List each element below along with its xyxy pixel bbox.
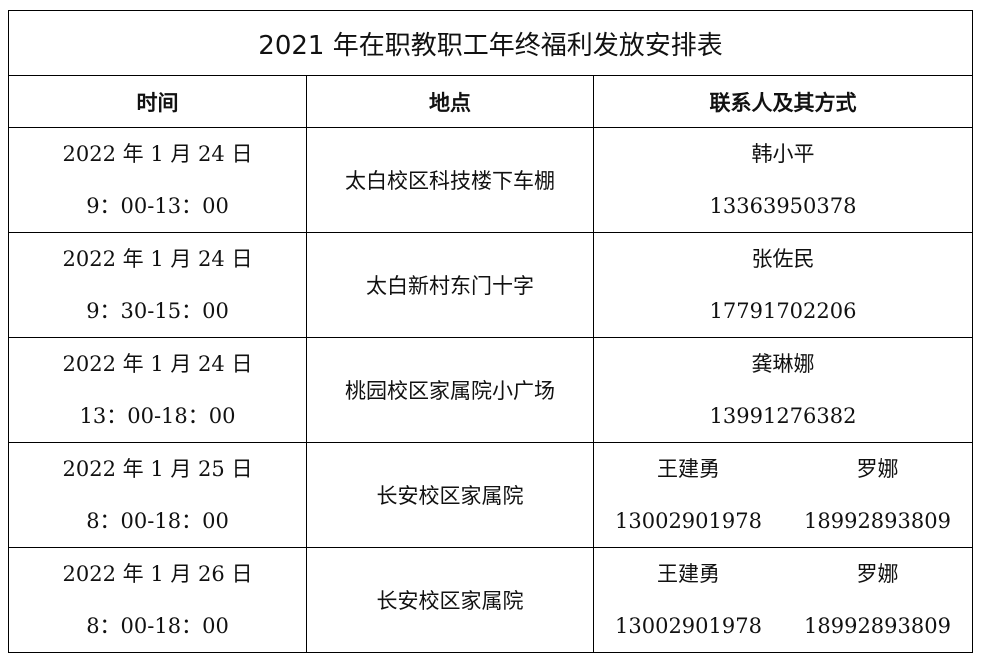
place-cell: 太白校区科技楼下车棚 [306,127,594,233]
date-text: 2022 年 1 月 26 日 [62,562,253,586]
welfare-schedule-table: 2021 年在职教职工年终福利发放安排表 时间 地点 联系人及其方式 2022 … [7,10,974,653]
contact-name: 王建勇 [657,562,720,586]
table-row: 2022 年 1 月 26 日 8：00-18：00 长安校区家属院 王建勇 1… [8,547,974,653]
time-cell: 2022 年 1 月 26 日 8：00-18：00 [8,547,307,653]
contact-phone: 13002901978 [615,509,762,533]
table-row: 2022 年 1 月 24 日 9：30-15：00 太白新村东门十字 张佐民 … [8,232,974,338]
contact-cell: 韩小平 13363950378 [592,127,974,233]
time-range-text: 8：00-18：00 [86,614,229,638]
contact-name: 龚琳娜 [751,352,815,376]
table-title: 2021 年在职教职工年终福利发放安排表 [7,10,974,76]
time-cell: 2022 年 1 月 24 日 13：00-18：00 [8,337,307,443]
place-cell: 桃园校区家属院小广场 [306,337,594,443]
date-text: 2022 年 1 月 24 日 [62,247,253,271]
contact-phone: 13002901978 [615,614,762,638]
date-text: 2022 年 1 月 25 日 [62,457,253,481]
time-range-text: 8：00-18：00 [86,509,229,533]
contact-name: 王建勇 [657,457,720,481]
contact: 罗娜 18992893809 [783,548,972,652]
table-row: 2022 年 1 月 24 日 9：00-13：00 太白校区科技楼下车棚 韩小… [8,127,974,233]
contact-phone: 13991276382 [709,404,857,428]
contact-phone: 17791702206 [709,299,857,323]
contact-cell: 张佐民 17791702206 [592,232,974,338]
contact: 王建勇 13002901978 [594,443,783,547]
time-range-text: 9：30-15：00 [86,299,229,323]
contact-name: 罗娜 [856,457,899,481]
contact: 王建勇 13002901978 [594,548,783,652]
time-cell: 2022 年 1 月 24 日 9：00-13：00 [8,127,307,233]
contact-phone: 18992893809 [804,614,951,638]
header-time: 时间 [8,75,307,128]
contact-cell: 王建勇 13002901978 罗娜 18992893809 [592,547,974,653]
place-cell: 长安校区家属院 [306,547,594,653]
date-text: 2022 年 1 月 24 日 [62,142,253,166]
place-cell: 太白新村东门十字 [306,232,594,338]
contact-cell: 王建勇 13002901978 罗娜 18992893809 [592,442,974,548]
header-place: 地点 [306,75,594,128]
header-contact: 联系人及其方式 [592,75,974,128]
place-cell: 长安校区家属院 [306,442,594,548]
contact-phone: 18992893809 [804,509,951,533]
date-text: 2022 年 1 月 24 日 [62,352,253,376]
table-row: 2022 年 1 月 25 日 8：00-18：00 长安校区家属院 王建勇 1… [8,442,974,548]
time-cell: 2022 年 1 月 24 日 9：30-15：00 [8,232,307,338]
contact-phone: 13363950378 [709,194,857,218]
contact-name: 韩小平 [751,142,815,166]
time-range-text: 13：00-18：00 [79,404,236,428]
time-cell: 2022 年 1 月 25 日 8：00-18：00 [8,442,307,548]
contact: 罗娜 18992893809 [783,443,972,547]
time-range-text: 9：00-13：00 [86,194,229,218]
contact-cell: 龚琳娜 13991276382 [592,337,974,443]
contact-name: 张佐民 [751,247,815,271]
contact-name: 罗娜 [856,562,899,586]
table-row: 2022 年 1 月 24 日 13：00-18：00 桃园校区家属院小广场 龚… [8,337,974,443]
